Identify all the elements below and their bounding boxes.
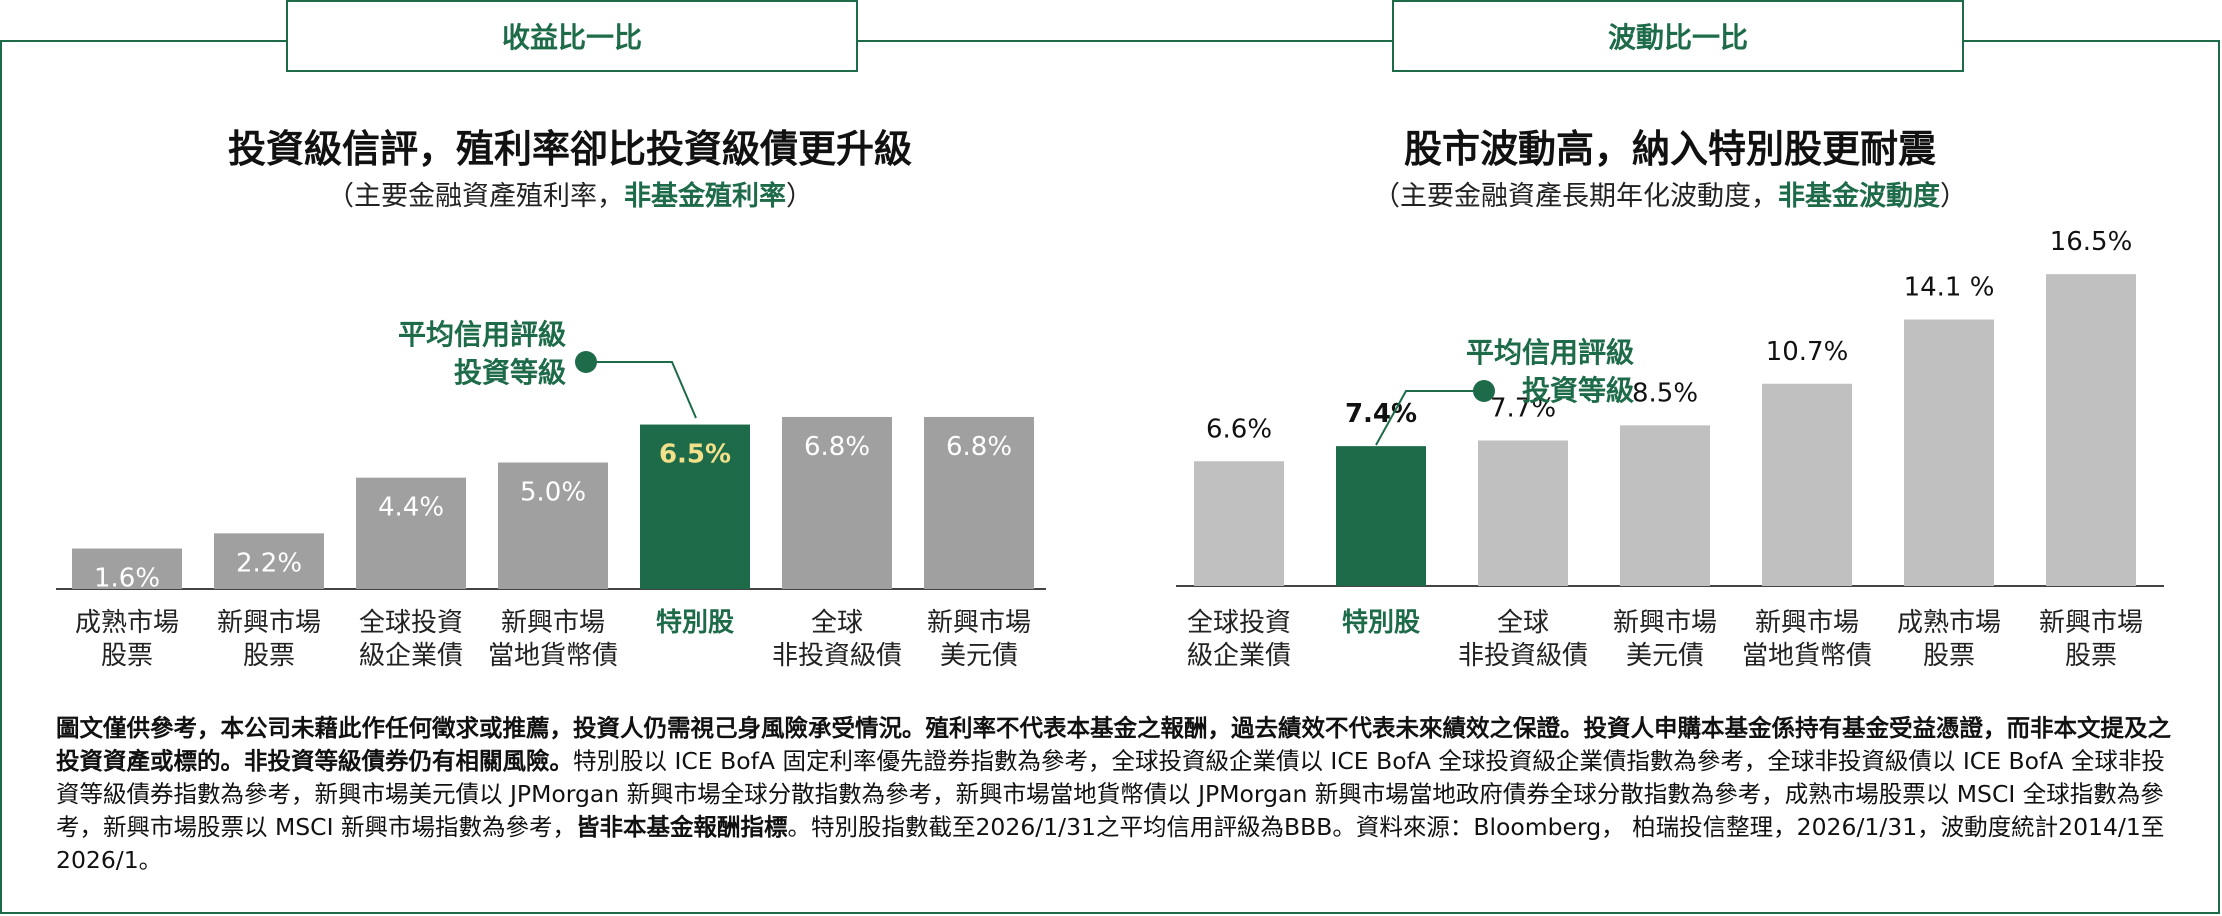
left-chart-title: 投資級信評，殖利率卻比投資級債更升級: [227, 127, 912, 171]
left-data-label-1: 2.2%: [236, 548, 302, 578]
right-bar-6: [2046, 274, 2136, 586]
left-annotation-line-1: 投資等級: [454, 356, 566, 389]
right-subtitle-highlight: 非基金波動度: [1778, 181, 1940, 212]
left-category-label-3-0: 新興市場: [501, 608, 605, 638]
tab-yield-label: 收益比一比: [501, 21, 642, 54]
right-category-label-0-0: 全球投資: [1187, 608, 1291, 638]
right-data-label-1: 7.4%: [1345, 399, 1417, 429]
left-bar-2: [356, 477, 466, 589]
right-subtitle-suffix: ）: [1940, 181, 1967, 212]
disclaimer-bold-intro: 圖文僅供參考，本公司未藉此作任何徵求或推薦，投資人仍需視己身風險承受情況。殖利率…: [56, 714, 2171, 775]
right-category-label-4-1: 當地貨幣債: [1742, 641, 1872, 671]
left-category-label-3-1: 當地貨幣債: [488, 641, 618, 671]
right-annotation-leader-line: [1375, 390, 1484, 446]
right-category-label-2-0: 全球: [1497, 608, 1549, 638]
disclaimer-bold-note: 皆非本基金報酬指標: [575, 813, 788, 841]
left-subtitle-highlight: 非基金殖利率: [624, 181, 786, 212]
left-bar-1: [214, 533, 324, 589]
left-category-label-6-0: 新興市場: [927, 608, 1031, 638]
left-data-label-4: 6.5%: [659, 440, 731, 470]
left-bar-4: [640, 424, 750, 589]
right-annotation-line-1: 投資等級: [1522, 374, 1634, 407]
right-category-label-5-1: 股票: [1923, 641, 1975, 671]
left-category-label-2-1: 級企業債: [359, 641, 463, 671]
outer-frame: [0, 40, 2220, 914]
left-annotation-line-0: 平均信用評級: [398, 318, 566, 351]
left-subtitle-suffix: ）: [786, 181, 813, 212]
left-bar-3: [498, 462, 608, 589]
right-category-label-5-0: 成熟市場: [1897, 608, 2001, 638]
right-category-label-2-1: 非投資級債: [1458, 641, 1588, 671]
right-chart-subtitle: （主要金融資產長期年化波動度，非基金波動度）: [1140, 174, 2200, 213]
left-bar-0: [72, 548, 182, 589]
left-category-label-5-1: 非投資級債: [772, 641, 902, 671]
right-bar-4: [1762, 383, 1852, 586]
right-data-label-6: 16.5%: [2050, 227, 2133, 257]
left-subtitle-prefix: （主要金融資產殖利率，: [327, 181, 624, 212]
disclaimer-source: 。特別股指數截至2026/1/31之平均信用評級為BBB。資料來源：Bloomb…: [56, 813, 2165, 874]
left-category-label-6-1: 美元債: [940, 641, 1018, 671]
right-data-label-3: 8.5%: [1632, 378, 1698, 408]
left-category-label-0-1: 股票: [101, 641, 153, 671]
right-category-label-6-1: 股票: [2065, 641, 2117, 671]
right-annotation-line-0: 平均信用評級: [1466, 336, 1634, 369]
left-category-label-1-1: 股票: [243, 641, 295, 671]
right-category-label-3-1: 美元債: [1626, 641, 1704, 671]
right-chart-title: 股市波動高，納入特別股更耐震: [1403, 127, 1936, 171]
left-data-label-2: 4.4%: [378, 493, 444, 523]
right-bar-1: [1336, 446, 1426, 586]
left-annotation-leader-line: [586, 361, 697, 419]
right-category-label-1-0: 特別股: [1342, 607, 1420, 638]
left-category-label-5-0: 全球: [811, 608, 863, 638]
left-category-label-4-0: 特別股: [656, 607, 734, 638]
right-data-label-0: 6.6%: [1206, 414, 1272, 444]
right-data-label-4: 10.7%: [1766, 337, 1849, 367]
left-data-label-3: 5.0%: [520, 478, 586, 508]
right-category-label-3-0: 新興市場: [1613, 608, 1717, 638]
left-bar-5: [782, 416, 892, 589]
left-chart-subtitle: （主要金融資產殖利率，非基金殖利率）: [40, 174, 1100, 213]
bar-charts: 1.6%成熟市場股票2.2%新興市場股票4.4%全球投資級企業債5.0%新興市場…: [56, 227, 2164, 671]
left-bar-6: [924, 416, 1034, 589]
tab-volatility-label: 波動比一比: [1607, 21, 1748, 54]
right-bar-0: [1194, 461, 1284, 586]
disclaimer-index-notes: 特別股以 ICE BofA 固定利率優先證券指數為參考，全球投資級企業債以 IC…: [56, 747, 2165, 841]
left-data-label-5: 6.8%: [804, 432, 870, 462]
left-category-label-1-0: 新興市場: [217, 608, 321, 638]
right-category-label-6-0: 新興市場: [2039, 608, 2143, 638]
right-data-label-5: 14.1 %: [1904, 273, 1995, 303]
left-data-label-0: 1.6%: [94, 564, 160, 594]
tab-yield-comparison[interactable]: 收益比一比: [286, 0, 858, 72]
right-bar-3: [1620, 425, 1710, 586]
left-data-label-6: 6.8%: [946, 432, 1012, 462]
disclaimer-text: 圖文僅供參考，本公司未藉此作任何徵求或推薦，投資人仍需視己身風險承受情況。殖利率…: [56, 712, 2176, 877]
right-category-label-4-0: 新興市場: [1755, 608, 1859, 638]
right-data-label-2: 7.7%: [1490, 393, 1556, 423]
right-bar-5: [1904, 319, 1994, 586]
right-bar-2: [1478, 440, 1568, 586]
left-category-label-0-0: 成熟市場: [75, 608, 179, 638]
tab-volatility-comparison[interactable]: 波動比一比: [1392, 0, 1964, 72]
right-subtitle-prefix: （主要金融資產長期年化波動度，: [1373, 181, 1778, 212]
left-category-label-2-0: 全球投資: [359, 608, 463, 638]
right-category-label-0-1: 級企業債: [1187, 641, 1291, 671]
